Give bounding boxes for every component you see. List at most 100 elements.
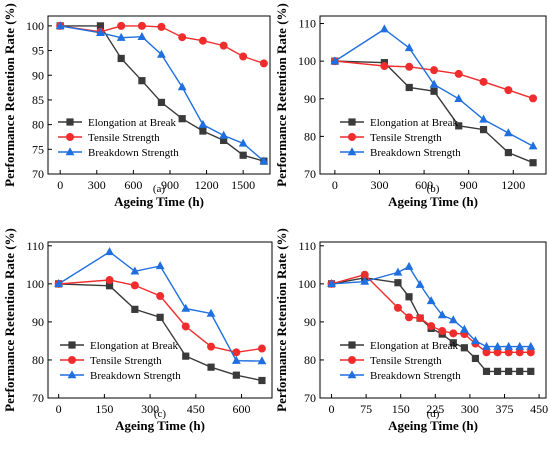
y-axis-label: Performance Retention Rate (%) <box>274 3 289 187</box>
data-point <box>178 115 186 123</box>
data-point <box>232 348 241 357</box>
y-axis-label: Performance Retention Rate (%) <box>274 228 289 412</box>
data-point <box>448 315 458 324</box>
series-line <box>334 60 534 100</box>
x-tick-label: 450 <box>530 402 548 416</box>
data-point <box>393 267 403 276</box>
data-point <box>459 324 469 333</box>
data-point <box>479 114 488 123</box>
x-tick-label: 300 <box>141 402 159 416</box>
data-point <box>482 341 491 350</box>
legend-label: Elongation at Break <box>370 117 458 129</box>
data-point <box>258 376 266 385</box>
series-line <box>58 251 262 362</box>
legend-label: Breakdown Strength <box>90 370 181 382</box>
data-point <box>360 270 369 279</box>
legend-marker <box>68 341 76 349</box>
data-point <box>220 136 228 145</box>
y-tick-label: 70 <box>304 167 316 181</box>
y-tick-label: 90 <box>304 315 316 329</box>
x-tick-label: 225 <box>426 402 444 416</box>
data-point <box>360 276 370 285</box>
x-tick-label: 600 <box>124 178 142 192</box>
x-tick-label: 0 <box>332 178 338 192</box>
y-tick-label: 95 <box>32 44 44 58</box>
x-tick-label: 0 <box>57 178 63 192</box>
data-point <box>330 56 340 65</box>
data-point <box>405 293 413 301</box>
data-point <box>429 79 439 88</box>
data-point <box>157 49 166 58</box>
data-point <box>529 159 537 167</box>
series-line <box>60 25 265 162</box>
data-point <box>515 348 524 357</box>
x-tick-label: 900 <box>460 178 478 192</box>
data-point <box>137 31 147 40</box>
data-point <box>182 352 190 360</box>
series-line <box>60 25 265 65</box>
data-point <box>527 367 535 375</box>
legend-marker <box>347 147 357 156</box>
data-point <box>482 348 491 357</box>
series-tensile-strength <box>327 270 535 357</box>
data-point <box>493 367 502 375</box>
data-point <box>482 367 491 375</box>
data-point <box>55 21 65 30</box>
series-tensile-strength <box>330 57 538 103</box>
panel-caption: (c) <box>154 408 167 420</box>
chart-panel-b: 0 300 600 900 1200 70 80 90 100 110 Ageing Time (h… <box>274 3 547 209</box>
y-tick-label: 75 <box>32 142 44 156</box>
data-point <box>105 247 114 256</box>
series-line <box>58 283 263 382</box>
data-point <box>405 62 414 71</box>
data-point <box>449 329 458 338</box>
data-point <box>454 93 464 102</box>
x-tick-label: 600 <box>233 402 251 416</box>
y-tick-label: 100 <box>298 277 316 291</box>
legend: Elongation at Break Tensile Strength Break… <box>60 340 181 382</box>
data-point <box>198 36 207 45</box>
data-point <box>219 130 229 139</box>
chart-panel-d: 0 75 150 225 300 375 450 70 80 90 100 110 Ageing Tim… <box>274 228 548 433</box>
data-point <box>105 282 114 290</box>
x-tick-label: 1500 <box>231 178 255 192</box>
data-point <box>239 151 247 159</box>
data-point <box>257 356 267 365</box>
legend: Elongation at Break Tensile Strength Break… <box>58 117 179 159</box>
series-line <box>58 279 263 354</box>
legend-label: Breakdown Strength <box>370 370 461 382</box>
x-tick-label: 0 <box>56 402 62 416</box>
data-point <box>504 341 514 350</box>
plot-frame <box>47 15 271 175</box>
legend: Elongation at Break Tensile Strength Break… <box>340 117 461 159</box>
data-point <box>116 32 126 41</box>
data-point <box>206 308 216 317</box>
y-tick-label: 80 <box>32 118 44 132</box>
data-point <box>259 156 269 165</box>
y-tick-label: 70 <box>32 391 44 405</box>
data-point <box>404 43 414 52</box>
data-point <box>404 261 414 270</box>
data-point <box>130 281 139 290</box>
data-point <box>198 119 208 128</box>
panel-caption: (a) <box>153 183 166 195</box>
x-tick-label: 1200 <box>501 178 525 192</box>
data-point <box>117 54 125 63</box>
data-point <box>516 367 524 375</box>
x-tick-label: 300 <box>88 178 106 192</box>
data-point <box>157 22 166 31</box>
data-point <box>219 41 228 50</box>
y-tick-label: 110 <box>298 17 316 31</box>
x-axis-label: Ageing Time (h) <box>114 194 204 209</box>
plot-frame <box>319 15 547 175</box>
data-point <box>138 77 146 85</box>
data-point <box>426 296 436 305</box>
x-tick-label: 375 <box>495 402 513 416</box>
data-point <box>54 279 64 288</box>
data-point <box>131 305 139 313</box>
legend-marker <box>68 356 76 364</box>
legend-marker <box>348 133 356 141</box>
legend-marker <box>348 118 356 126</box>
data-point <box>177 82 187 91</box>
